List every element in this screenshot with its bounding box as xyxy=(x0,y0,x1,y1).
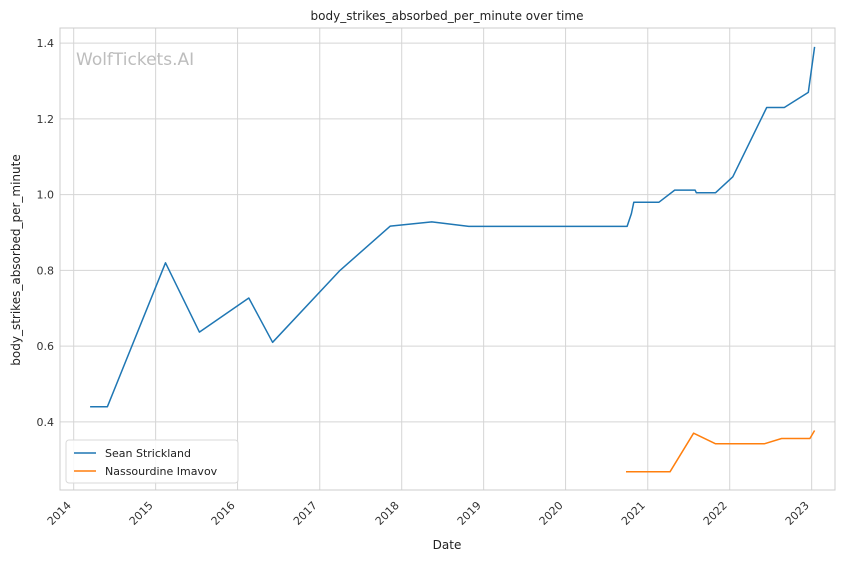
chart-title: body_strikes_absorbed_per_minute over ti… xyxy=(311,9,584,23)
watermark: WolfTickets.AI xyxy=(76,50,194,70)
y-axis-ticks: 0.4 0.6 0.8 1.0 1.2 1.4 xyxy=(37,37,55,429)
y-tick-label: 1.0 xyxy=(37,189,55,202)
x-tick-label: 2015 xyxy=(127,499,156,528)
y-tick-label: 0.4 xyxy=(37,416,55,429)
x-tick-label: 2016 xyxy=(209,499,238,528)
grid-lines xyxy=(60,28,835,490)
x-tick-label: 2017 xyxy=(291,499,320,528)
legend-label-sean-strickland: Sean Strickland xyxy=(105,447,191,460)
x-tick-label: 2014 xyxy=(45,499,74,528)
x-tick-label: 2022 xyxy=(701,499,730,528)
x-axis-label: Date xyxy=(433,538,462,552)
series-line-nassourdine-imavov xyxy=(626,430,816,473)
y-tick-label: 0.6 xyxy=(37,340,55,353)
plot-area xyxy=(60,28,835,490)
x-tick-label: 2020 xyxy=(537,499,566,528)
x-tick-label: 2023 xyxy=(783,499,812,528)
y-tick-label: 0.8 xyxy=(37,264,55,277)
x-tick-label: 2019 xyxy=(455,499,484,528)
plot-frame xyxy=(59,27,836,491)
y-tick-label: 1.2 xyxy=(37,113,55,126)
legend: Sean Strickland Nassourdine Imavov xyxy=(65,439,239,484)
series-line-sean-strickland xyxy=(90,46,816,408)
x-tick-label: 2021 xyxy=(619,499,648,528)
x-tick-label: 2018 xyxy=(373,499,402,528)
legend-box xyxy=(65,439,239,484)
series-lines xyxy=(90,46,816,473)
y-axis-label: body_strikes_absorbed_per_minute xyxy=(9,154,23,365)
legend-label-nassourdine-imavov: Nassourdine Imavov xyxy=(105,465,218,478)
y-tick-label: 1.4 xyxy=(37,37,55,50)
x-axis-ticks: 2014 2015 2016 2017 2018 2019 2020 2021 2022 2023 xyxy=(45,499,812,528)
